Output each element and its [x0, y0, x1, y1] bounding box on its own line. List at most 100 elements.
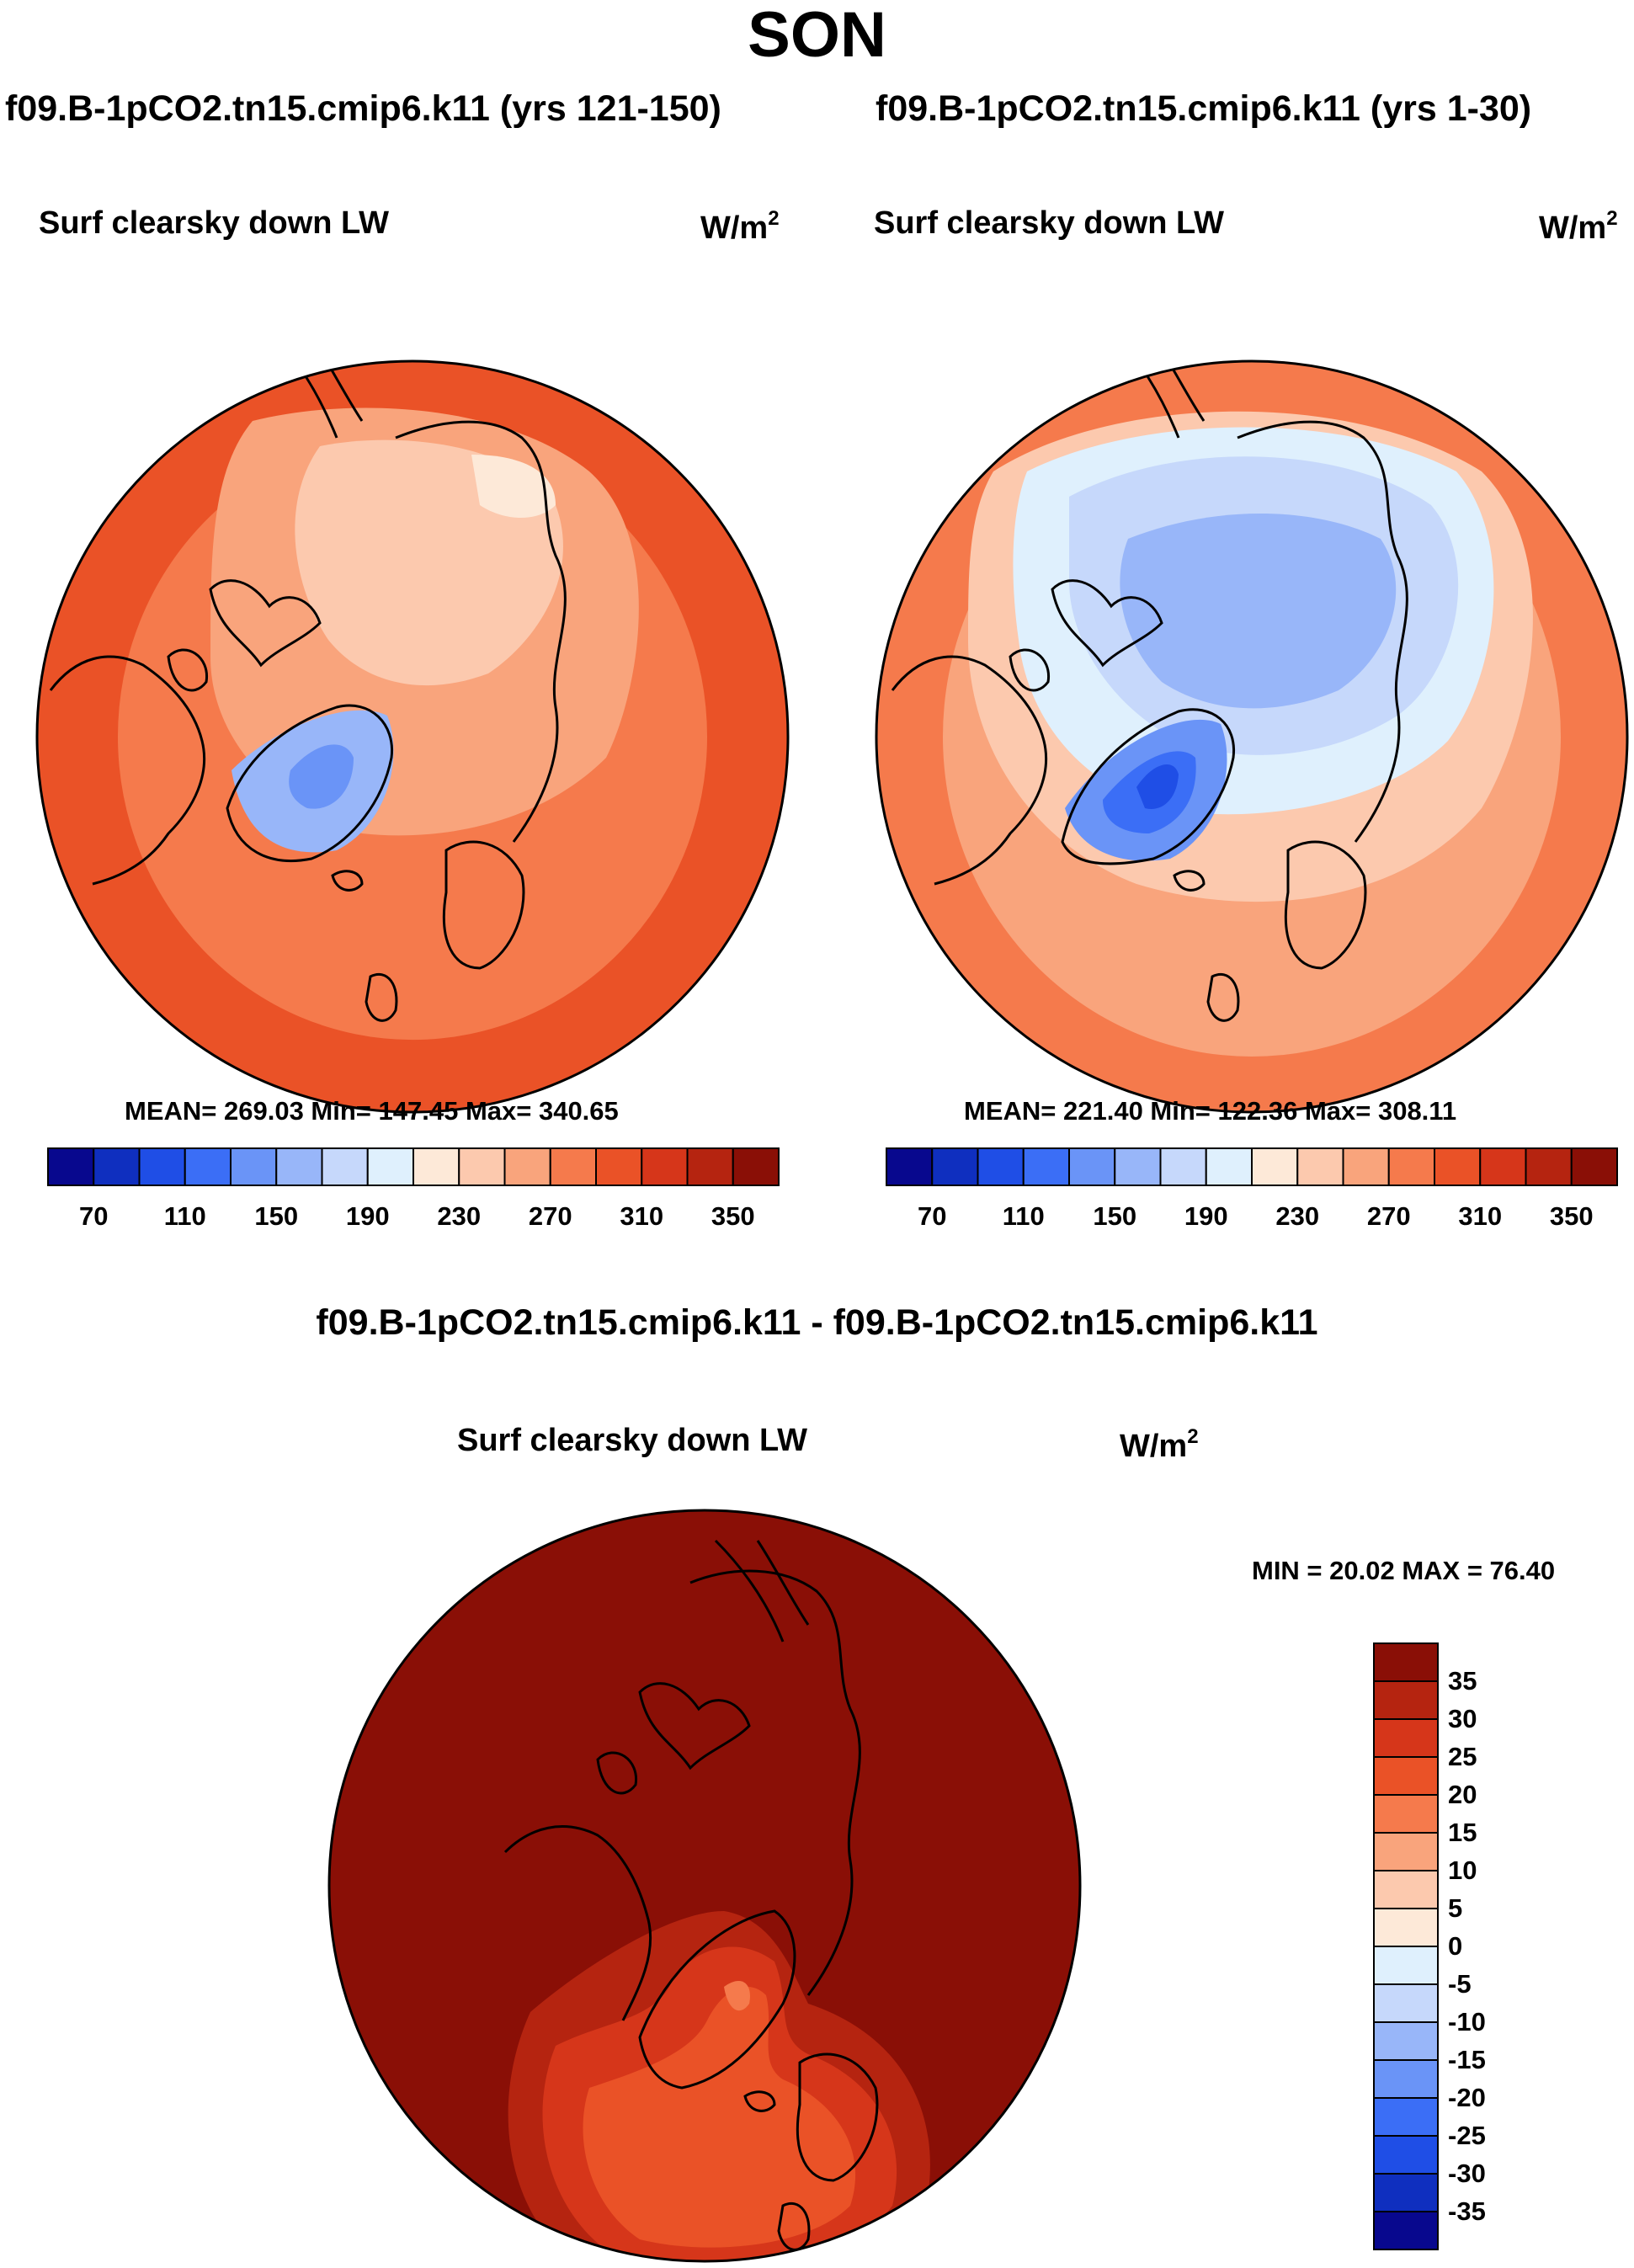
panel3-colorbar-box-14	[1373, 2173, 1439, 2212]
panel2-colorbar-tick-label: 190	[1184, 1201, 1228, 1231]
panel1-colorbar-box-2	[138, 1147, 186, 1186]
panel3-case-title: f09.B-1pCO2.tn15.cmip6.k11 - f09.B-1pCO2…	[316, 1302, 1318, 1343]
panel1-coast-scandinavia	[442, 840, 525, 970]
panel2-colorbar-box-0	[886, 1147, 934, 1186]
season-title: SON	[748, 0, 886, 71]
panel2-colorbar-box-8	[1251, 1147, 1299, 1186]
panel3-colorbar-box-13	[1373, 2135, 1439, 2175]
panel1-colorbar-tick-label: 310	[620, 1201, 664, 1231]
panel3-colorbar-tick-label: 35	[1448, 1666, 1477, 1696]
panel3-colorbar-tick-label: -15	[1448, 2045, 1486, 2074]
panel3-colorbar-box-5	[1373, 1832, 1439, 1871]
panel2-colorbar-tick-label: 150	[1093, 1201, 1137, 1231]
panel3-colorbar-tick-label: 20	[1448, 1780, 1477, 1809]
panel3-colorbar-box-4	[1373, 1794, 1439, 1834]
panel2-colorbar-box-13	[1479, 1147, 1527, 1186]
panel1-map-outline	[35, 359, 790, 1114]
panel2-colorbar-box-14	[1525, 1147, 1573, 1186]
panel3-coast-alaska	[714, 1539, 810, 1642]
panel3-colorbar-tick-label: 10	[1448, 1855, 1477, 1885]
panel1-coast-uk	[365, 973, 398, 1022]
panel2-coast-canada-archipelago	[1009, 579, 1163, 692]
panel1-coast-greenland	[226, 704, 394, 862]
panel1-colorbar-tick-label: 110	[163, 1201, 206, 1231]
panel2-coast-north-america	[891, 655, 1048, 886]
panel3-coast-scandinavia	[796, 2052, 879, 2182]
panel2-stats: MEAN= 221.40 Min= 122.36 Max= 308.11	[964, 1096, 1457, 1126]
panel1-coast-canada-archipelago	[167, 579, 322, 692]
panel3-colorbar-box-0	[1373, 1642, 1439, 1682]
panel3-colorbar-tick-label: 15	[1448, 1818, 1477, 1847]
panel2-colorbar-tick-label: 310	[1458, 1201, 1503, 1231]
panel1-colorbar-box-6	[321, 1147, 369, 1186]
panel1-colorbar-box-10	[503, 1147, 551, 1186]
panel3-colorbar-box-7	[1373, 1908, 1439, 1947]
panel1-colorbar-box-7	[366, 1147, 414, 1186]
panel2-colorbar-box-6	[1159, 1147, 1207, 1186]
panel2-fill-190	[1120, 514, 1397, 709]
panel3-colorbar-box-11	[1373, 2059, 1439, 2099]
panel3-colorbar-tick-label: -20	[1448, 2083, 1486, 2112]
panel2-colorbar-tick-label: 110	[1002, 1201, 1045, 1231]
panel2-map-outline	[875, 359, 1629, 1114]
panel2-coast-scandinavia	[1284, 840, 1367, 970]
panel1-fill-greenland-inner	[289, 744, 354, 809]
panel2-coast-greenland	[1061, 708, 1236, 865]
panel1-colorbar-tick-label: 230	[437, 1201, 482, 1231]
panel2-colorbar-box-15	[1570, 1147, 1618, 1186]
panel2-coast-alaska	[1110, 361, 1206, 439]
panel3-colorbar-box-12	[1373, 2097, 1439, 2137]
panel3-coast-greenland	[638, 1909, 796, 2090]
panel3-coast-canada-archipelago	[596, 1682, 751, 1795]
panel1-colorbar-tick-label: 270	[528, 1201, 572, 1231]
panel3-colorbar-tick-label: -30	[1448, 2159, 1486, 2188]
panel1-coast-north-america	[49, 655, 206, 886]
panel2-colorbar-box-5	[1114, 1147, 1162, 1186]
panel3-colorbar-tick-label: -10	[1448, 2007, 1486, 2036]
panel3-colorbar-tick-label: 0	[1448, 1931, 1463, 1961]
panel3-colorbar-tick-label: -35	[1448, 2196, 1486, 2226]
panel3-colorbar-box-1	[1373, 1680, 1439, 1720]
panel1-colorbar-box-13	[641, 1147, 689, 1186]
panel1-fill-210	[471, 455, 556, 518]
panel3-variable-label: Surf clearsky down LW	[457, 1423, 807, 1458]
panel3-colorbar-box-15	[1373, 2211, 1439, 2250]
panel2-colorbar-box-9	[1296, 1147, 1344, 1186]
panel2-colorbar-box-10	[1342, 1147, 1390, 1186]
panel3-coast-north-america	[503, 1825, 652, 2021]
panel1-case-title: f09.B-1pCO2.tn15.cmip6.k11 (yrs 121-150)	[5, 88, 721, 129]
panel1-colorbar-box-14	[686, 1147, 734, 1186]
panel3-colorbar-tick-label: 25	[1448, 1742, 1477, 1771]
panel1-colorbar-tick-label: 70	[79, 1201, 109, 1231]
panel3-colorbar-box-3	[1373, 1756, 1439, 1796]
panel3-stats: MIN = 20.02 MAX = 76.40	[1252, 1556, 1556, 1585]
panel2-coast-eurasia	[1237, 420, 1408, 843]
panel3-colorbar-tick-label: 30	[1448, 1704, 1477, 1733]
panel1-colorbar-box-12	[595, 1147, 643, 1186]
panel3-colorbar-box-6	[1373, 1870, 1439, 1909]
panel3-colorbar-tick-label: 5	[1448, 1893, 1463, 1923]
panel1-colorbar-box-9	[458, 1147, 506, 1186]
panel1-colorbar-box-4	[230, 1147, 278, 1186]
panel1-variable-label: Surf clearsky down LW	[39, 205, 389, 241]
panel3-colorbar-tick-label: -25	[1448, 2121, 1486, 2150]
panel1-colorbar-tick-label: 150	[254, 1201, 299, 1231]
panel3-units: W/m2	[1120, 1425, 1199, 1464]
panel1-stats: MEAN= 269.03 Min= 147.45 Max= 340.65	[125, 1096, 619, 1126]
panel3-colorbar-box-9	[1373, 1983, 1439, 2023]
panel2-colorbar-tick-label: 350	[1549, 1201, 1594, 1231]
panel1-units: W/m2	[700, 207, 780, 246]
panel3-colorbar-box-10	[1373, 2021, 1439, 2061]
panel2-variable-label: Surf clearsky down LW	[874, 205, 1224, 241]
panel2-case-title: f09.B-1pCO2.tn15.cmip6.k11 (yrs 1-30)	[876, 88, 1532, 129]
panel3-coast-uk	[777, 2202, 811, 2251]
panel3-colorbar-tick-label: -5	[1448, 1969, 1472, 1999]
panel2-colorbar-box-12	[1434, 1147, 1482, 1186]
panel3-colorbar-box-2	[1373, 1718, 1439, 1758]
